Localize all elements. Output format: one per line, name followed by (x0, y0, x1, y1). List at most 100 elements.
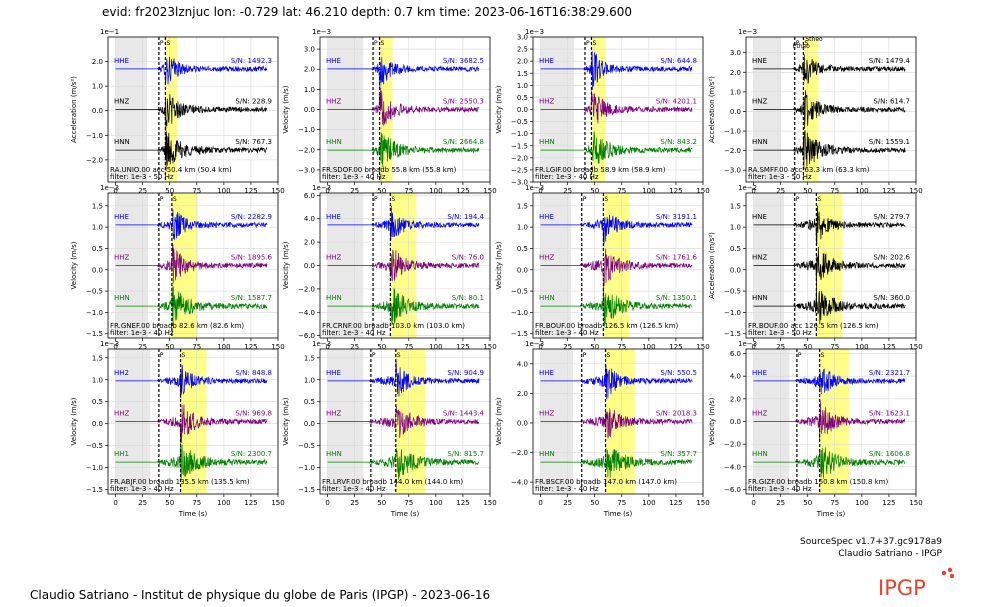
channel-label: HHN (326, 450, 342, 458)
s-pick-label: S (592, 40, 596, 47)
trace-hnz (753, 246, 906, 286)
filter-info: filter: 1e-3 - 40 Hz (110, 485, 174, 493)
x-tick-label: 0 (113, 499, 117, 507)
y-tick-label: 1.5 (517, 70, 528, 78)
trace-hhn (115, 286, 268, 327)
snr-label: S/N: 1587.7 (231, 294, 272, 302)
y-tick-label: −1.0 (86, 464, 103, 472)
trace-hhe (540, 214, 693, 245)
s-pick-label: S (173, 196, 177, 203)
snr-label: S/N: 2300.7 (231, 450, 272, 458)
y-tick-label: 0.5 (730, 245, 741, 253)
y-tick-label: 0.0 (92, 266, 103, 274)
x-tick-label: 75 (617, 343, 626, 351)
snr-label: S/N: 843.2 (660, 138, 697, 146)
ptheo-label: Ptheo (793, 43, 810, 50)
y-tick-label: −3.0 (298, 166, 315, 174)
filter-info: filter: 1e-3 - 40 Hz (322, 329, 386, 337)
station-panel-6: HHE S/N: 194.4 HHZ S/N: 76.0 HHN S/N: 80.1 P S 0… (282, 184, 497, 351)
y-axis-label: Acceleration (m/s²) (708, 76, 716, 143)
y-tick-label: −1.0 (511, 130, 528, 138)
channel-label: HHZ (539, 254, 555, 262)
y-axis-label: Velocity (m/s) (282, 241, 290, 289)
filter-info: filter: 1e-3 - 40 Hz (535, 485, 599, 493)
x-tick-label: 75 (404, 187, 413, 195)
y-tick-label: 1.0 (304, 376, 315, 384)
snr-label: S/N: 1895.6 (231, 254, 273, 262)
y-tick-label: 1.5 (92, 354, 103, 362)
x-tick-label: 100 (217, 187, 230, 195)
trace-hh1 (115, 440, 268, 480)
x-tick-label: 50 (590, 187, 599, 195)
trace-hhz (327, 406, 479, 438)
channel-label: HHN (114, 294, 130, 302)
x-tick-label: 100 (855, 187, 868, 195)
station-panel-1: HHE S/N: 1492.3 HNZ S/N: 228.9 HNN S/N: 767.3… (70, 28, 285, 195)
x-tick-label: 50 (377, 187, 386, 195)
station-info: FR.GNEF.00 broadb 82.6 km (82.6 km) (110, 322, 244, 330)
x-tick-label: 150 (271, 343, 284, 351)
x-tick-label: 50 (165, 499, 174, 507)
channel-label: HHE (326, 369, 341, 377)
snr-label: S/N: 3682.5 (443, 57, 484, 65)
snr-label: S/N: 2321.7 (869, 369, 910, 377)
x-tick-label: 75 (830, 499, 839, 507)
trace-hnn (115, 131, 268, 172)
filter-info: filter: 1e-3 - 40 Hz (110, 329, 174, 337)
station-info: FR.BOUF.00 acc 126.5 km (126.5 km) (748, 322, 879, 330)
snr-label: S/N: 279.7 (873, 213, 910, 221)
station-panel-7: HHE S/N: 3191.1 HHZ S/N: 1761.6 HHN S/N: 1350… (495, 184, 710, 351)
snr-label: S/N: 194.4 (447, 213, 484, 221)
stheo-label: Stheo (805, 36, 823, 43)
station-panel-10: HHE S/N: 904.9 HHZ S/N: 1443.4 HHN S/N: 815.7… (282, 340, 497, 518)
x-tick-label: 25 (138, 343, 147, 351)
x-tick-label: 0 (113, 343, 117, 351)
channel-label: HHZ (539, 410, 555, 418)
y-tick-label: −0.5 (86, 442, 103, 450)
x-tick-label: 0 (751, 343, 755, 351)
x-tick-label: 100 (429, 343, 442, 351)
snr-label: S/N: 767.3 (235, 138, 272, 146)
x-tick-label: 0 (538, 187, 542, 195)
y-tick-label: 0.0 (730, 418, 741, 426)
channel-label: HHZ (752, 410, 768, 418)
x-tick-label: 125 (244, 499, 257, 507)
y-exponent: 1e−3 (525, 184, 544, 192)
s-pick-label: S (381, 40, 385, 47)
y-exponent: 1e−3 (100, 340, 119, 348)
y-tick-label: 4.0 (730, 373, 741, 381)
x-tick-label: 100 (429, 499, 442, 507)
x-tick-label: 0 (325, 343, 329, 351)
trace-hnz (115, 94, 268, 131)
x-tick-label: 50 (377, 343, 386, 351)
y-tick-label: −4.0 (511, 479, 528, 487)
station-panel-12: HHE S/N: 2321.7 HHZ S/N: 1623.1 HHN S/N: 1606… (708, 340, 923, 518)
snr-label: S/N: 228.9 (235, 98, 272, 106)
s-pick-label: S (817, 196, 821, 203)
x-tick-label: 25 (563, 343, 572, 351)
trace-hhn (327, 288, 480, 326)
station-panel-8: HNE S/N: 279.7 HNZ S/N: 202.6 HNN S/N: 360.0 P… (708, 184, 923, 351)
trace-hhn (753, 447, 906, 479)
channel-label: HHE (539, 369, 554, 377)
trace-hhz (540, 408, 693, 439)
y-tick-label: −0.5 (86, 288, 103, 296)
snr-label: S/N: 614.7 (873, 98, 910, 106)
channel-label: HNZ (752, 254, 768, 262)
y-tick-label: 1.0 (92, 224, 103, 232)
trace-hhz (540, 248, 693, 287)
snr-label: S/N: 1559.1 (869, 138, 910, 146)
y-tick-label: −1.5 (86, 330, 103, 338)
trace-group (540, 214, 693, 327)
y-tick-label: 0.0 (92, 420, 103, 428)
x-tick-label: 0 (325, 187, 329, 195)
y-tick-label: 0.0 (304, 262, 315, 270)
snr-label: S/N: 1350.1 (656, 294, 697, 302)
x-tick-label: 75 (192, 343, 201, 351)
trace-group (753, 54, 906, 170)
channel-label: HHZ (326, 254, 342, 262)
y-axis-label: Velocity (m/s) (495, 85, 503, 133)
x-tick-label: 25 (350, 187, 359, 195)
channel-label: HHE (539, 57, 554, 65)
